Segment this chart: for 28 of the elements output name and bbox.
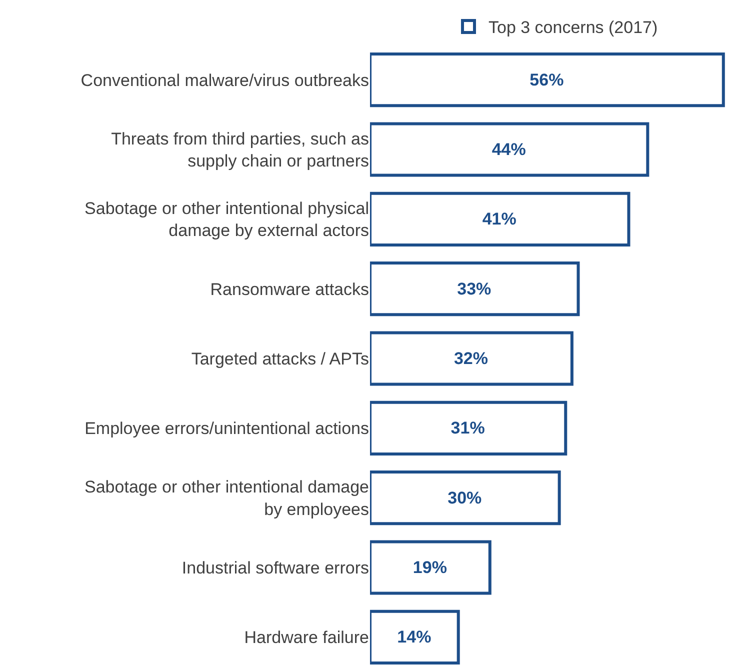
bar: [370, 331, 574, 386]
data-label: 19%: [412, 558, 447, 577]
y-tick-label: Targeted attacks / APTs: [191, 349, 369, 368]
bar: [370, 610, 460, 664]
bar: [370, 52, 725, 108]
y-tick-label: Hardware failure: [244, 628, 369, 648]
bar: [370, 470, 561, 526]
data-label: 32%: [454, 349, 488, 368]
bar: [370, 192, 630, 246]
y-tick-label: Employee errors/unintentional actions: [84, 419, 369, 438]
bar: [370, 400, 568, 456]
y-tick-label: Threats from third parties, such as supply chain or partners: [111, 129, 369, 170]
data-label: 44%: [492, 140, 526, 159]
data-label: 14%: [397, 628, 432, 647]
bar: [370, 262, 580, 316]
data-label: 56%: [530, 70, 564, 90]
data-label: 31%: [450, 418, 485, 438]
y-tick-label: Sabotage or other intentional physical damage by external actors: [84, 199, 369, 240]
y-tick-label: Ransomware attacks: [210, 280, 369, 299]
legend-label: Top 3 concerns (2017): [488, 18, 658, 38]
y-tick-label: Conventional malware/virus outbreaks: [80, 70, 369, 90]
y-tick-label: Industrial software errors: [182, 558, 369, 578]
bar: [370, 122, 650, 177]
y-tick-label: Sabotage or other intentional damage by employees: [84, 478, 369, 519]
bar: [370, 540, 492, 595]
data-label: 33%: [457, 279, 492, 298]
data-label: 41%: [482, 210, 516, 229]
data-label: 30%: [448, 488, 482, 508]
